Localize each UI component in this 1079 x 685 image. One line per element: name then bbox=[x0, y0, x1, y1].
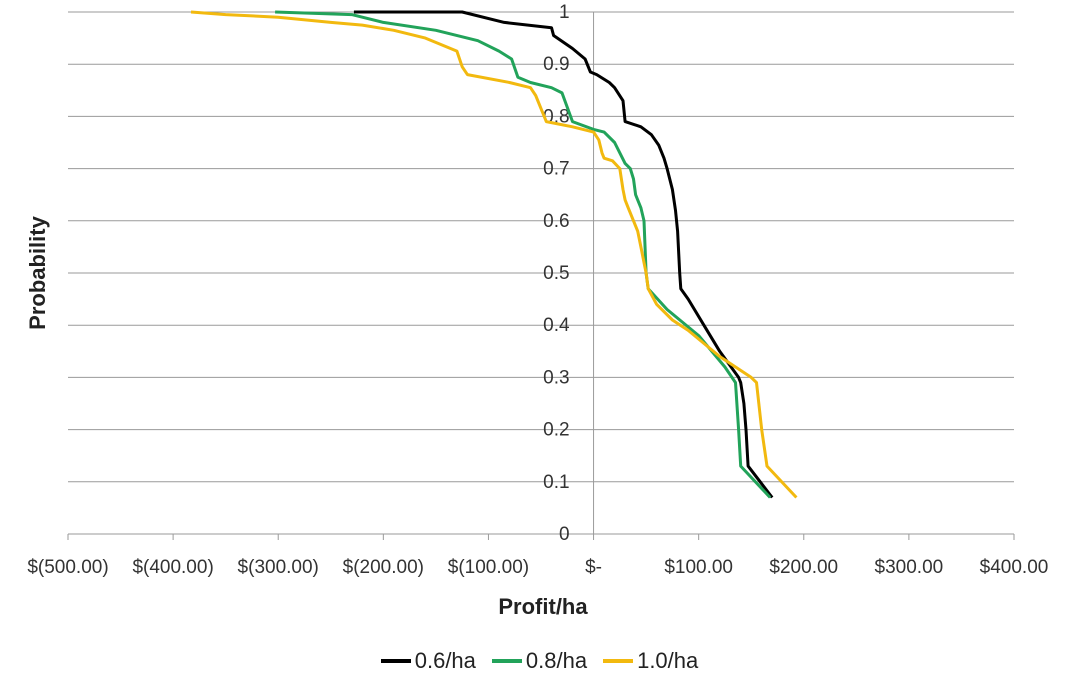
series-lines bbox=[190, 10, 798, 499]
series-line-0.8/ha bbox=[275, 10, 772, 499]
legend-label-1: 0.8/ha bbox=[525, 648, 588, 673]
legend-item-1: 0.8/ha bbox=[491, 648, 588, 674]
y-tick-label-9: 0.9 bbox=[543, 54, 569, 75]
legend-swatch-0 bbox=[380, 659, 411, 663]
x-tick-label-0: $(500.00) bbox=[27, 557, 108, 578]
legend-item-2: 1.0/ha bbox=[603, 648, 698, 674]
x-tick-label-8: $300.00 bbox=[875, 557, 944, 578]
x-tick-label-2: $(300.00) bbox=[238, 557, 319, 578]
x-tick-label-1: $(400.00) bbox=[132, 557, 213, 578]
series-line-0.6/ha bbox=[353, 10, 774, 499]
x-tick-label-7: $200.00 bbox=[769, 557, 838, 578]
y-tick-label-10: 1 bbox=[559, 2, 570, 23]
axes bbox=[67, 12, 1015, 540]
legend-item-0: 0.6/ha bbox=[380, 648, 476, 674]
legend: 0.6/ha 0.8/ha 1.0/ha bbox=[0, 648, 1079, 674]
y-tick-label-5: 0.5 bbox=[543, 263, 569, 284]
legend-label-0: 0.6/ha bbox=[414, 648, 476, 673]
y-tick-label-0: 0 bbox=[559, 524, 570, 545]
y-tick-label-4: 0.4 bbox=[543, 315, 570, 336]
y-tick-label-1: 0.1 bbox=[543, 472, 569, 493]
x-tick-label-3: $(200.00) bbox=[343, 557, 424, 578]
y-tick-label-2: 0.2 bbox=[543, 420, 569, 441]
gridlines bbox=[68, 11, 1014, 483]
legend-swatch-2 bbox=[603, 659, 634, 663]
x-tick-label-6: $100.00 bbox=[664, 557, 733, 578]
series-line-1.0/ha bbox=[190, 10, 798, 499]
x-tick-label-5: $- bbox=[585, 557, 602, 578]
y-tick-label-6: 0.6 bbox=[543, 211, 569, 232]
x-tick-label-4: $(100.00) bbox=[448, 557, 529, 578]
x-tick-label-9: $400.00 bbox=[980, 557, 1049, 578]
x-axis-title: Profit/ha bbox=[498, 594, 588, 619]
y-tick-label-7: 0.7 bbox=[543, 159, 569, 180]
y-tick-label-3: 0.3 bbox=[543, 367, 569, 388]
legend-swatch-1 bbox=[491, 659, 522, 663]
y-tick-labels: 00.10.20.30.40.50.60.70.80.91 bbox=[543, 2, 570, 545]
legend-label-2: 1.0/ha bbox=[637, 648, 699, 673]
y-axis-title: Probability bbox=[25, 215, 50, 329]
x-tick-labels: $(500.00) $(400.00) $(300.00) $(200.00) $(10… bbox=[27, 557, 1048, 578]
